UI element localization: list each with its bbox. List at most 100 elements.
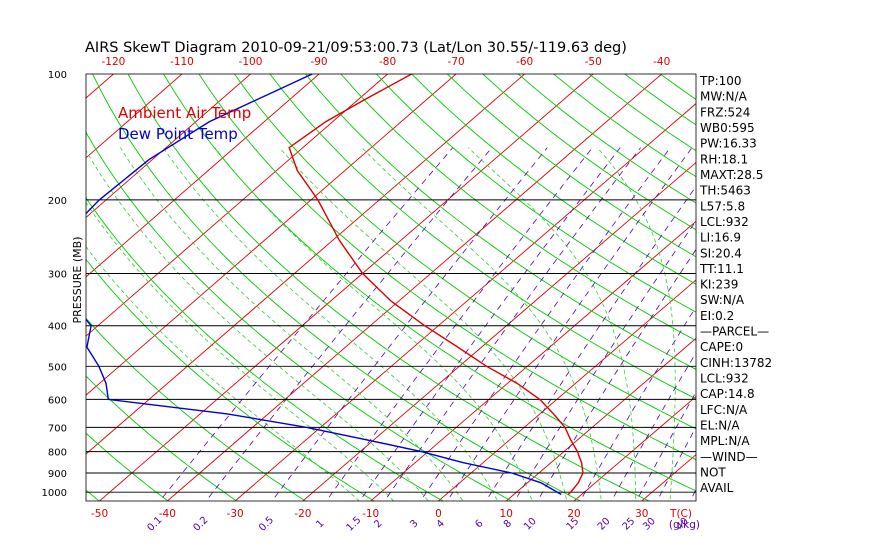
isobar-lines [86,199,696,493]
mixing-ratio-line [420,147,671,501]
mixing-ratio-label: 0.5 [257,515,276,534]
stability-index-text: TT:11.1 [699,262,744,276]
stability-index-text: PW:16.33 [700,137,757,151]
dry-adiabat-line [553,74,696,178]
stability-index-text: KI:239 [700,278,738,292]
isotherm-line [505,337,696,501]
mixing-ratio-label: 1.5 [344,515,363,534]
isotherm-line [86,74,457,396]
stability-index-text: SW:N/A [700,293,745,307]
stability-index-text: LFC:N/A [700,403,748,417]
mixing-ratio-line [485,185,696,501]
bottom-temp-tick-label: 20 [567,508,580,520]
dry-adiabat-line [269,74,696,400]
stability-index-text: CINH:13782 [700,356,772,370]
pressure-tick-label: 700 [48,423,67,434]
moist-adiabat-line [162,147,499,501]
pressure-tick-label: 900 [48,469,67,480]
dry-adiabat-line [233,74,696,430]
mixing-ratio-line [325,147,593,501]
dry-adiabat-line [482,74,696,231]
legend-ambient: Ambient Air Temp [118,104,251,122]
stability-index-text: TP:100 [699,74,742,88]
dry-adiabat-line [86,197,444,501]
pressure-tick-label: 300 [48,270,67,281]
moist-adiabat-line [86,202,395,501]
stability-index-text: WB0:595 [700,121,755,135]
moist-adiabat-line [279,147,568,501]
dry-adiabat-line [694,74,696,75]
bottom-temp-tick-label: 30 [635,508,648,520]
dry-adiabat-line [842,34,870,507]
dry-adiabat-line [86,432,169,501]
mixing-ratio-label: 3 [408,518,420,530]
mixing-ratio-line [271,147,548,501]
dry-adiabat-line [375,74,696,313]
isotherm-line [369,220,696,501]
pressure-tick-label: 400 [48,322,67,333]
stability-index-text: TH:5463 [699,184,751,198]
stability-index-text: —WIND— [700,450,758,464]
mixing-ratio-label: 4 [435,518,447,530]
dry-adiabat-line [86,258,375,501]
stability-index-text: LCL:932 [700,372,749,386]
moist-adiabat-line [361,147,602,501]
top-temp-tick-label: -60 [516,56,533,68]
isotherm-line [234,103,696,501]
moist-adiabat-lines [86,147,676,501]
stability-index-text: EI:0.2 [700,309,734,323]
mixing-ratio-lines [159,147,696,501]
dry-adiabat-line [162,74,696,492]
bottom-temp-tick-label: -10 [362,508,379,520]
moist-adiabat-line [214,147,533,501]
pressure-tick-label: 800 [48,448,67,459]
dry-adiabat-line [517,74,696,204]
chart-title: AIRS SkewT Diagram 2010-09-21/09:53:00.7… [85,40,627,56]
bottom-temp-tick-label: 0 [435,508,442,520]
dry-adiabat-lines [0,34,870,507]
pressure-tick-label: 1000 [42,488,67,499]
dry-adiabat-line [86,317,307,501]
dry-adiabat-line [742,34,870,507]
moist-adiabat-line [467,147,637,501]
stability-index-text: FRZ:524 [700,105,750,119]
pressure-tick-label: 200 [48,196,67,207]
legend-dewpoint: Dew Point Temp [118,125,238,143]
top-temp-tick-label: -110 [170,56,194,68]
dry-adiabat-line [86,131,513,501]
isotherm-line [771,34,870,507]
stability-index-text: NOT [700,466,726,480]
top-temp-tick-label: -40 [653,56,670,68]
stability-index-text: L57:5.8 [700,199,745,213]
mixing-ratio-label: 1 [314,518,326,530]
ambient-air-temp-line [288,74,584,496]
dry-adiabat-line [92,74,582,501]
dry-adiabat-line [86,375,238,501]
pressure-tick-label: 600 [48,395,67,406]
mixing-ratio-line [159,147,454,501]
bottom-temp-tick-label: -20 [294,508,311,520]
dry-adiabat-line [340,74,696,342]
mixing-ratio-line [384,147,641,501]
mixing-ratio-unit-label: (g/kg) [669,519,700,531]
dry-adiabat-line [0,34,36,507]
stability-index-text: MW:N/A [700,90,748,104]
stability-index-text: —PARCEL— [700,325,769,339]
moist-adiabat-line [86,149,429,501]
pressure-tick-label: 500 [48,362,67,373]
mixing-ratio-label: 6 [473,518,485,530]
isotherm-line [86,74,526,455]
mixing-ratio-line [446,147,693,501]
dry-adiabat-line [808,34,870,507]
dry-adiabat-line [775,34,870,507]
mixing-ratio-label: 0.2 [191,515,210,534]
moist-adiabat-line [596,147,676,501]
dry-adiabat-line [446,74,696,258]
isotherm-line [86,74,183,159]
mixing-ratio-label: 2 [372,518,384,530]
stability-index-text: SI:20.4 [700,246,742,260]
top-temp-tick-label: -90 [310,56,327,68]
isotherm-line [86,74,252,219]
y-axis-label: PRESSURE (MB) [71,237,84,324]
